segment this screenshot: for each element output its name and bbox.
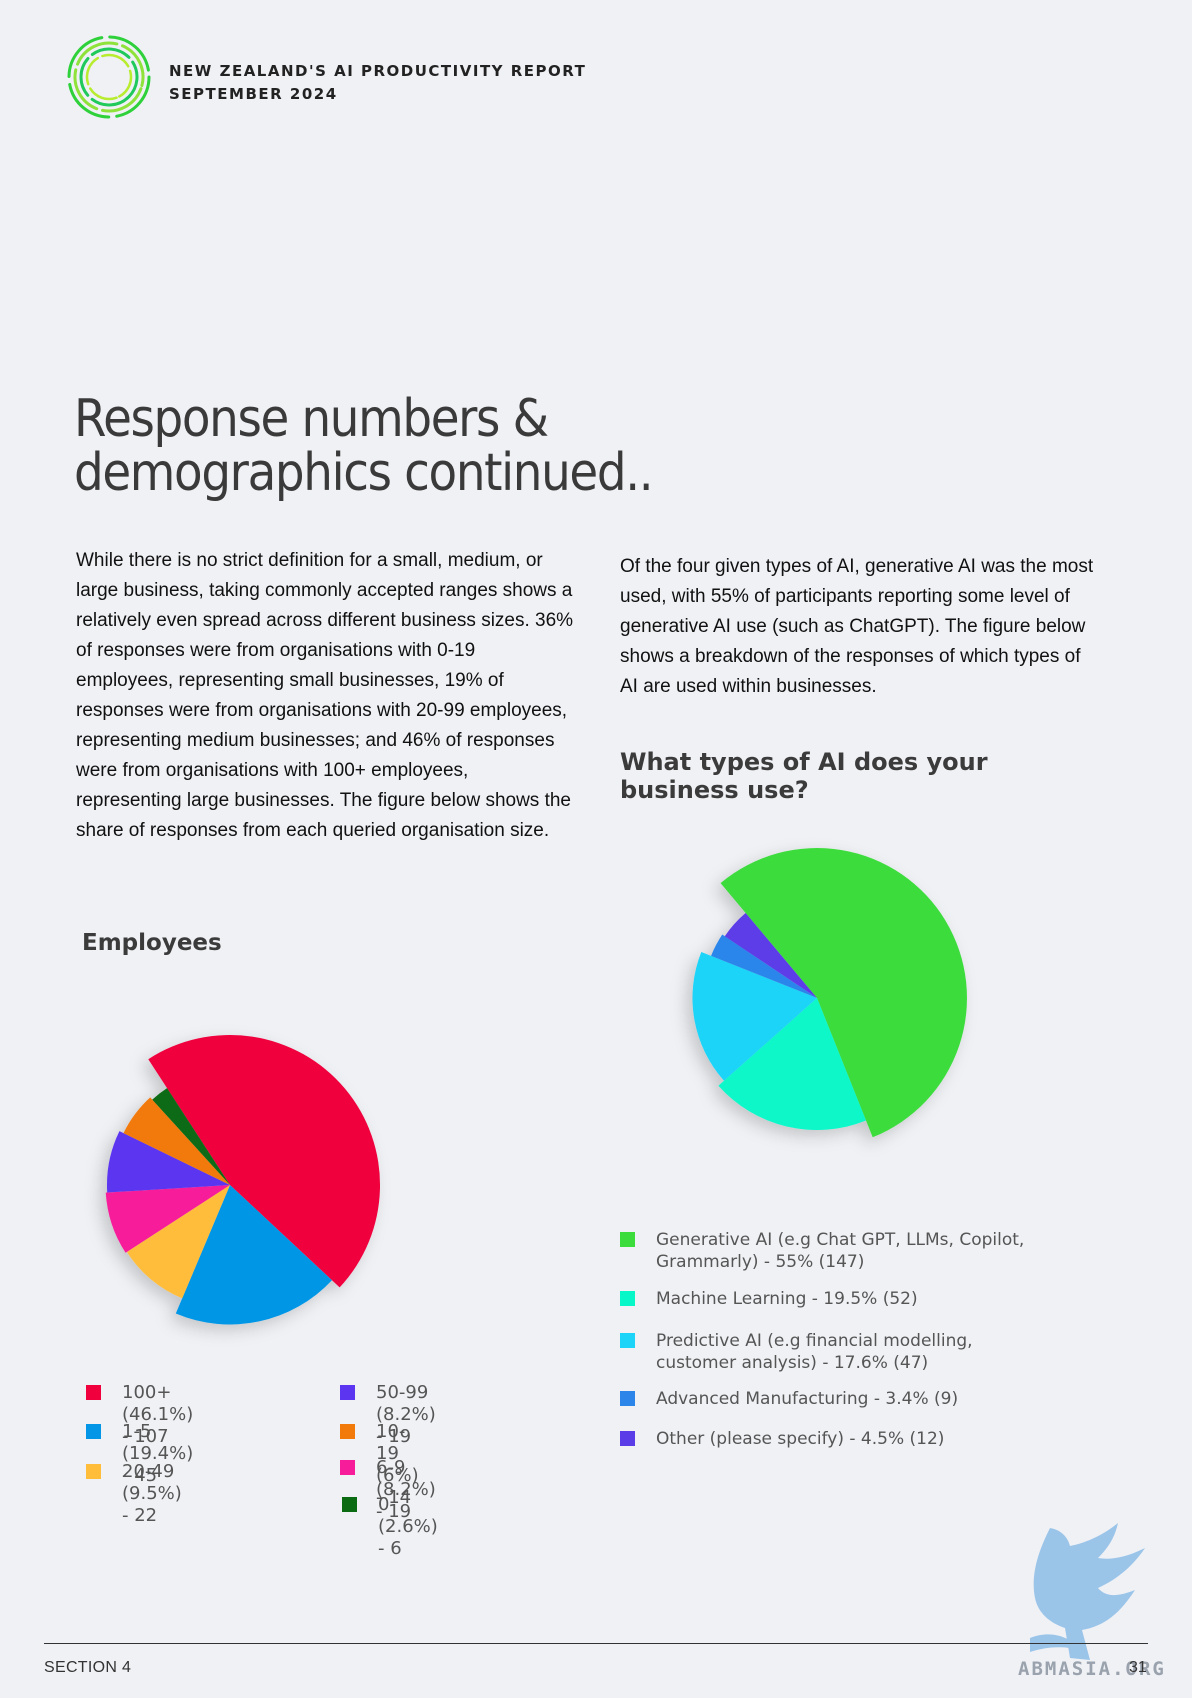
- employees-pie-chart: [105, 1034, 381, 1325]
- report-date: SEPTEMBER 2024: [169, 85, 338, 103]
- legend-label: Predictive AI (e.g financial modelling, c…: [656, 1331, 973, 1373]
- legend-label: Advanced Manufacturing - 3.4% (9): [656, 1389, 959, 1409]
- legend-item-20-49: 20-49 (9.5%) - 22: [86, 1461, 182, 1527]
- legend-swatch: [340, 1424, 355, 1439]
- legend-label: 20-49 (9.5%) - 22: [122, 1461, 182, 1526]
- legend-swatch: [86, 1424, 101, 1439]
- ai-types-pie-chart: [692, 848, 967, 1138]
- footer-divider: [44, 1643, 1148, 1644]
- pie-slice-advanced-manufacturing: [711, 934, 817, 998]
- page-number: 31: [1129, 1659, 1147, 1676]
- pie-slice-10-19: [123, 1097, 230, 1185]
- legend-item-other: Other (please specify) - 4.5% (12): [620, 1428, 1036, 1450]
- concentric-rings-logo: [67, 35, 151, 119]
- legend-item-6-9: 6-9 (8.2%) - 19: [340, 1457, 436, 1523]
- griffin-watermark-icon: [1030, 1523, 1145, 1660]
- pie-slice-machine-learning: [718, 998, 867, 1131]
- ai-types-paragraph: Of the four given types of AI, generativ…: [620, 556, 1094, 697]
- legend-swatch: [340, 1385, 355, 1400]
- pie-slice-other: [724, 912, 817, 998]
- legend-item-50-99: 50-99 (8.2%) - 19: [340, 1382, 436, 1448]
- legend-swatch: [620, 1232, 635, 1247]
- legend-label: Generative AI (e.g Chat GPT, LLMs, Copil…: [656, 1230, 1025, 1272]
- pie-slice-20-49: [126, 1185, 230, 1299]
- legend-label: 50-99 (8.2%) - 19: [376, 1382, 436, 1447]
- page-title-line2: demographics continued..: [74, 443, 654, 503]
- legend-swatch: [620, 1291, 635, 1306]
- legend-label: Other (please specify) - 4.5% (12): [656, 1429, 945, 1449]
- legend-swatch: [620, 1391, 635, 1406]
- legend-swatch: [342, 1497, 357, 1512]
- pie-slice-generative-ai: [720, 848, 967, 1138]
- legend-item-generative-ai: Generative AI (e.g Chat GPT, LLMs, Copil…: [620, 1229, 1036, 1273]
- legend-swatch: [340, 1460, 355, 1475]
- pie-slice-predictive-ai: [692, 952, 817, 1081]
- legend-item-100: 100+ (46.1%) - 107: [86, 1382, 193, 1448]
- legend-swatch: [620, 1431, 635, 1446]
- legend-swatch: [620, 1333, 635, 1348]
- employees-chart-title: Employees: [82, 930, 222, 956]
- legend-label: Machine Learning - 19.5% (52): [656, 1289, 918, 1309]
- legend-swatch: [86, 1464, 101, 1479]
- report-title: NEW ZEALAND'S AI PRODUCTIVITY REPORT SEP…: [169, 60, 586, 106]
- legend-item-advanced-manufacturing: Advanced Manufacturing - 3.4% (9): [620, 1388, 1036, 1410]
- pie-slice-1-5: [175, 1185, 332, 1325]
- pie-slice-6-9: [105, 1185, 230, 1253]
- legend-item-1-5: 1-5 (19.4%) - 45: [86, 1421, 193, 1487]
- legend-item-predictive-ai: Predictive AI (e.g financial modelling, c…: [620, 1330, 1036, 1374]
- legend-swatch: [86, 1385, 101, 1400]
- legend-label: 1-5 (19.4%) - 45: [122, 1421, 194, 1486]
- business-size-paragraph: While there is no strict definition for …: [76, 550, 574, 841]
- legend-label: 100+ (46.1%) - 107: [122, 1382, 194, 1447]
- legend-label: 10-19 (6%) - 14: [376, 1421, 419, 1508]
- section-label: SECTION 4: [44, 1659, 132, 1676]
- report-title-line1: NEW ZEALAND'S AI PRODUCTIVITY REPORT: [169, 62, 587, 80]
- page-title: Response numbers & demographics continue…: [74, 392, 704, 500]
- legend-item-machine-learning: Machine Learning - 19.5% (52): [620, 1288, 1036, 1310]
- legend-item-10-19: 10-19 (6%) - 14: [340, 1421, 419, 1509]
- legend-label: 6-9 (8.2%) - 19: [376, 1457, 436, 1522]
- legend-label: 0 (2.6%) - 6: [378, 1494, 438, 1559]
- ai-types-chart-title: What types of AI does your business use?: [620, 748, 988, 804]
- page-title-line1: Response numbers &: [74, 389, 549, 449]
- pie-slice-100: [148, 1034, 381, 1288]
- legend-item-0: 0 (2.6%) - 6: [342, 1494, 438, 1560]
- watermark-text: ABMASIA.ORG: [1018, 1658, 1166, 1680]
- pie-slice-0: [152, 1088, 230, 1185]
- pie-slice-50-99: [106, 1131, 230, 1193]
